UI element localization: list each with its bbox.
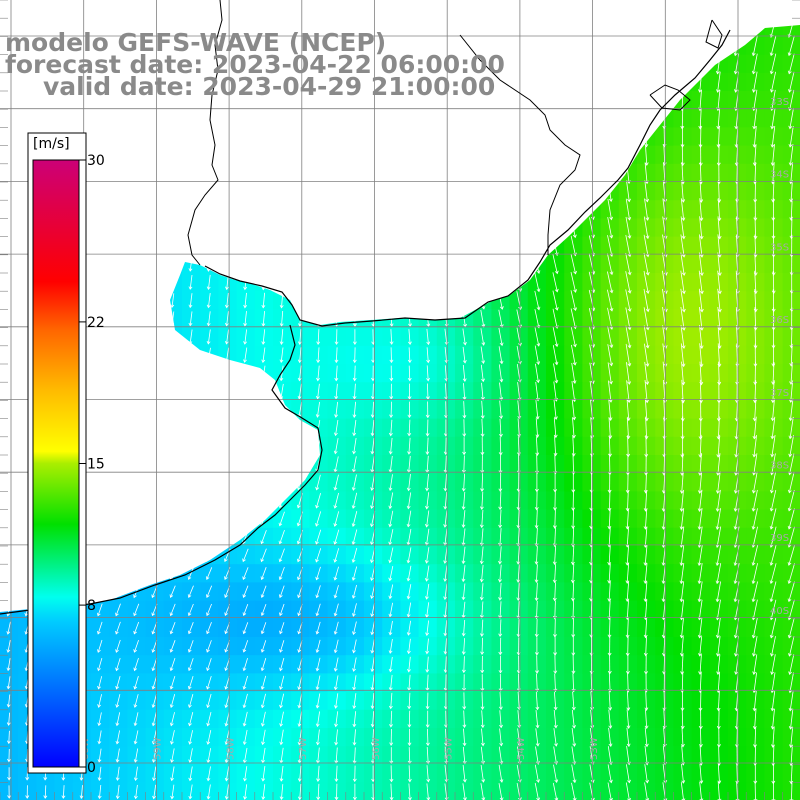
lon-label: 54W bbox=[516, 737, 527, 760]
wind-arrow bbox=[788, 126, 794, 148]
colorbar-tick-label: 8 bbox=[87, 598, 96, 614]
field-cell bbox=[782, 782, 800, 800]
wind-arrow bbox=[751, 35, 758, 57]
colorbar-unit: [m/s] bbox=[33, 136, 70, 152]
lat-label: 35S bbox=[770, 242, 789, 253]
lat-label: 39S bbox=[770, 533, 789, 544]
wind-arrow bbox=[787, 35, 795, 57]
wind-arrow bbox=[752, 71, 758, 93]
lat-label: 34S bbox=[770, 170, 789, 181]
wind-arrow bbox=[626, 180, 631, 203]
wind-arrow bbox=[698, 107, 703, 130]
wind-arrow bbox=[787, 53, 795, 75]
lon-label: 57W bbox=[298, 737, 309, 760]
wind-arrow bbox=[770, 144, 775, 167]
wind-arrow bbox=[752, 125, 757, 148]
wind-arrow bbox=[769, 53, 777, 75]
wind-arrow bbox=[751, 53, 758, 75]
lon-label: 56W bbox=[371, 737, 382, 760]
lon-label: 53W bbox=[589, 737, 600, 760]
colorbar-tick-label: 22 bbox=[87, 315, 105, 331]
wind-arrow bbox=[769, 35, 777, 57]
wind-arrow bbox=[753, 162, 757, 185]
lon-label: 58W bbox=[225, 737, 236, 760]
title-line-3: valid date: 2023-04-29 21:00:00 bbox=[43, 72, 495, 101]
wind-arrow bbox=[716, 125, 721, 148]
wind-arrow bbox=[681, 180, 686, 203]
colorbar-tick-label: 30 bbox=[87, 153, 105, 169]
lon-label: 55W bbox=[444, 737, 455, 760]
wind-arrow bbox=[644, 180, 650, 203]
wind-arrow bbox=[788, 107, 794, 130]
lat-label: 38S bbox=[770, 461, 789, 472]
wind-arrow bbox=[788, 144, 794, 166]
colorbar-tick-label: 15 bbox=[87, 457, 105, 473]
lat-label: 40S bbox=[770, 606, 789, 617]
wind-arrow bbox=[752, 107, 757, 130]
wind-arrow bbox=[770, 107, 776, 130]
colorbar-gradient bbox=[32, 159, 80, 768]
lat-label: 37S bbox=[770, 388, 789, 399]
lon-label: 59W bbox=[153, 737, 164, 760]
wind-arrow bbox=[716, 71, 721, 93]
wind-arrow bbox=[788, 71, 795, 93]
wind-arrow bbox=[770, 125, 776, 148]
lat-label: 33S bbox=[770, 97, 789, 108]
lat-label: 36S bbox=[770, 315, 789, 326]
colorbar-tick-label: 0 bbox=[87, 760, 96, 776]
wind-arrow bbox=[770, 71, 776, 93]
